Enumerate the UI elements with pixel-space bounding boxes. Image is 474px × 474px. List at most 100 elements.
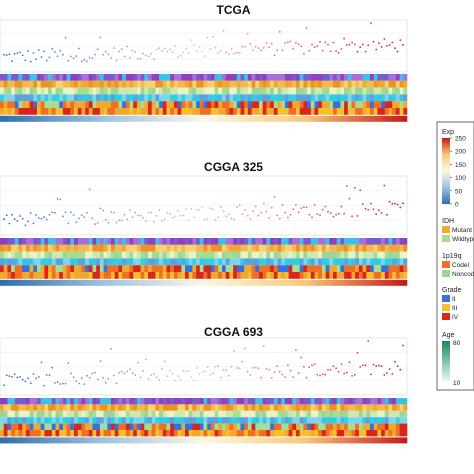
annotation-cell (99, 94, 104, 102)
annotation-cell (292, 80, 297, 88)
annotation-cell (159, 238, 164, 245)
annotation-cell (133, 108, 138, 115)
exp-bar-cell (333, 437, 337, 444)
annotation-cell (103, 404, 108, 411)
annotation-cell (59, 101, 64, 108)
annotation-cell (262, 238, 267, 245)
annotation-cell (114, 272, 119, 279)
annotation-cell (355, 251, 360, 259)
annotation-cell (273, 423, 278, 430)
annotation-cell (273, 94, 278, 102)
annotation-cell (118, 108, 123, 115)
exp-bar-cell (118, 279, 123, 286)
annotation-cell (373, 265, 378, 272)
annotation-cell (177, 430, 182, 437)
exp-bar-cell (299, 115, 304, 122)
annotation-cell (310, 258, 315, 266)
annotation-cell (210, 417, 215, 424)
annotation-cell (192, 244, 197, 252)
exp-bar-cell (266, 115, 271, 122)
exp-bar-cell (177, 279, 182, 286)
exp-bar-cell (392, 437, 397, 444)
annotation-cell (403, 398, 408, 405)
annotation-cell (358, 410, 363, 418)
scatter-point (297, 372, 300, 375)
annotation-cell (40, 430, 45, 437)
annotation-cell (62, 398, 67, 405)
scatter-point (80, 377, 83, 380)
annotation-cell (259, 108, 263, 115)
annotation-cell (114, 238, 119, 245)
annotation-cell (222, 423, 226, 430)
scatter-point (118, 219, 120, 222)
legend-age-colorbar (442, 341, 450, 381)
annotation-cell (181, 74, 186, 81)
annotation-cell (66, 258, 71, 266)
annotation-cell (155, 410, 160, 418)
annotation-cell (340, 404, 345, 411)
annotation-cell (66, 101, 71, 108)
exp-bar-cell (307, 115, 312, 122)
scatter-point (126, 370, 129, 373)
scatter-point (190, 39, 193, 41)
annotation-cell (136, 251, 141, 259)
annotation-cell (159, 417, 164, 424)
annotation-cell (392, 398, 397, 405)
annotation-cell (29, 101, 34, 108)
scatter-point (305, 27, 308, 29)
annotation-cell (25, 423, 30, 430)
scatter-point (48, 374, 51, 376)
annotation-cell (192, 423, 197, 430)
annotation-cell (384, 417, 389, 424)
annotation-cell (48, 87, 53, 95)
annotation-cell (292, 417, 297, 424)
exp-bar-cell (133, 437, 138, 444)
exp-bar-cell (381, 437, 386, 444)
scatter-point (198, 373, 201, 376)
annotation-cell (381, 423, 386, 430)
exp-bar-cell (118, 115, 123, 122)
scatter-point (174, 379, 177, 382)
scatter-point (27, 377, 29, 380)
annotation-cell (307, 108, 312, 115)
annotation-cell (373, 94, 378, 102)
exp-bar-cell (3, 115, 8, 122)
annotation-cell (85, 87, 90, 95)
scatter-point (153, 220, 155, 223)
annotation-cell (329, 238, 334, 245)
annotation-cell (162, 94, 167, 102)
annotation-cell (373, 410, 378, 418)
annotation-cell (247, 238, 252, 245)
annotation-cell (118, 80, 123, 88)
annotation-cell (37, 87, 41, 95)
exp-bar-cell (92, 279, 97, 286)
exp-bar-cell (296, 437, 300, 444)
annotation-cell (192, 410, 197, 418)
exp-bar-cell (173, 437, 178, 444)
annotation-cell (325, 74, 330, 81)
exp-bar-cell (366, 279, 371, 286)
scatter-point (319, 214, 321, 217)
exp-bar-cell (155, 437, 160, 444)
annotation-cell (318, 258, 323, 266)
annotation-cell (148, 258, 152, 266)
annotation-cell (321, 108, 326, 115)
annotation-cell (51, 87, 56, 95)
annotation-cell (129, 94, 134, 102)
annotation-cell (251, 430, 256, 437)
scatter-point (214, 46, 217, 49)
annotation-cell (155, 430, 160, 437)
annotation-cell (33, 404, 38, 411)
exp-bar-cell (358, 115, 363, 122)
annotation-cell (207, 417, 212, 424)
annotation-cell (273, 251, 278, 259)
annotation-cell (14, 410, 19, 418)
annotation-cell (240, 423, 245, 430)
annotation-cell (255, 251, 260, 259)
annotation-cell (70, 101, 75, 108)
annotation-cell (336, 94, 341, 102)
annotation-cell (151, 101, 156, 108)
annotation-cell (214, 404, 219, 411)
annotation-cell (218, 398, 223, 405)
annotation-cell (329, 108, 334, 115)
